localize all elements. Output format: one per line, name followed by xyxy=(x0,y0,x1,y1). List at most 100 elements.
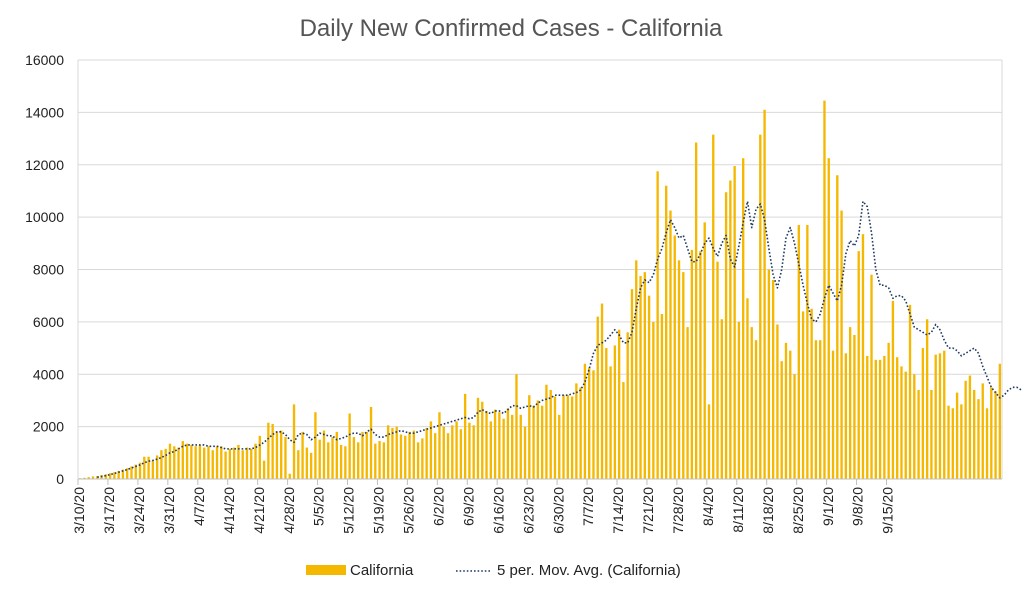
bar-77 xyxy=(408,431,411,479)
bar-185 xyxy=(870,274,873,479)
bar-154 xyxy=(737,321,741,479)
bar-150 xyxy=(720,319,723,479)
bar-12 xyxy=(130,466,133,479)
bar-96 xyxy=(489,421,492,479)
x-tick-label-22: 8/11/20 xyxy=(730,487,746,533)
bar-35 xyxy=(228,448,232,479)
bar-119 xyxy=(588,367,591,479)
bar-21 xyxy=(168,443,172,479)
bar-76 xyxy=(404,435,407,479)
bar-189 xyxy=(887,342,890,479)
bar-18 xyxy=(155,455,159,479)
bar-192 xyxy=(900,366,903,479)
bar-68 xyxy=(369,406,373,479)
bar-180 xyxy=(848,327,852,479)
bar-45 xyxy=(271,424,274,479)
bar-48 xyxy=(284,437,287,479)
bar-81 xyxy=(425,427,428,479)
legend: California 5 per. Mov. Avg. (California) xyxy=(306,562,681,579)
bar-147 xyxy=(707,404,711,479)
y-tick-label-0: 0 xyxy=(56,471,64,487)
bar-9 xyxy=(117,470,120,479)
bar-65 xyxy=(357,442,360,479)
bar-201 xyxy=(938,353,942,479)
bar-115 xyxy=(570,396,574,479)
x-tick-label-18: 7/14/20 xyxy=(610,487,626,534)
bar-161 xyxy=(767,269,771,479)
bar-167 xyxy=(793,374,796,479)
bar-177 xyxy=(836,175,839,479)
bar-106 xyxy=(532,405,535,479)
bar-23 xyxy=(177,447,180,479)
bar-54 xyxy=(309,452,313,479)
x-axis-ticks: 3/10/20 3/17/20 3/24/20 3/31/20 4/7/20 4/14/2… xyxy=(71,479,896,534)
bar-138 xyxy=(669,210,672,479)
bar-51 xyxy=(297,450,300,479)
bar-74 xyxy=(395,426,398,479)
bar-200 xyxy=(934,354,937,479)
y-tick-label-2000: 2000 xyxy=(33,419,64,435)
bar-63 xyxy=(348,413,351,479)
bar-207 xyxy=(964,380,967,479)
bar-125 xyxy=(613,345,617,479)
x-tick-label-17: 7/7/20 xyxy=(580,487,596,526)
bar-183 xyxy=(861,234,865,479)
x-tick-label-5: 4/14/20 xyxy=(221,487,237,534)
bar-73 xyxy=(391,427,394,479)
bar-175 xyxy=(827,158,830,479)
bar-39 xyxy=(245,447,249,479)
bar-197 xyxy=(921,348,925,479)
bar-82 xyxy=(429,421,433,479)
bar-155 xyxy=(742,158,745,479)
bar-215 xyxy=(998,363,1002,479)
bar-136 xyxy=(660,314,664,479)
bar-28 xyxy=(198,444,202,479)
bar-90 xyxy=(463,393,467,479)
y-tick-label-10000: 10000 xyxy=(25,209,64,225)
y-tick-label-12000: 12000 xyxy=(25,157,64,173)
bar-146 xyxy=(703,222,706,480)
bar-42 xyxy=(258,435,261,479)
bar-163 xyxy=(776,324,779,479)
bar-164 xyxy=(780,361,783,479)
bar-22 xyxy=(173,446,176,479)
bar-92 xyxy=(472,425,475,479)
bar-66 xyxy=(361,431,364,479)
bar-43 xyxy=(262,460,266,479)
bar-166 xyxy=(789,350,792,479)
bar-13 xyxy=(134,464,137,479)
bar-98 xyxy=(498,412,501,479)
moving-average-line xyxy=(97,200,1022,478)
bar-49 xyxy=(288,473,291,479)
bar-149 xyxy=(716,261,719,479)
bar-67 xyxy=(365,431,368,479)
bar-124 xyxy=(609,366,612,479)
bar-145 xyxy=(699,251,702,479)
bar-153 xyxy=(733,166,736,479)
bar-88 xyxy=(455,421,458,479)
x-tick-label-0: 3/10/20 xyxy=(71,487,87,534)
bar-179 xyxy=(844,353,848,479)
bar-174 xyxy=(823,100,826,479)
bar-8 xyxy=(113,472,116,479)
y-tick-label-6000: 6000 xyxy=(33,314,64,330)
bar-123 xyxy=(605,348,608,479)
bar-186 xyxy=(874,359,877,479)
bar-130 xyxy=(635,260,638,479)
bar-7 xyxy=(108,473,112,479)
bar-72 xyxy=(386,425,390,479)
x-tick-label-10: 5/19/20 xyxy=(371,487,387,534)
bar-203 xyxy=(947,405,950,479)
bar-104 xyxy=(523,426,527,479)
bar-47 xyxy=(280,430,283,479)
bar-198 xyxy=(925,319,929,479)
bar-4 xyxy=(96,476,99,479)
bar-19 xyxy=(160,450,163,479)
bar-157 xyxy=(750,327,753,479)
bar-27 xyxy=(194,446,197,479)
bar-212 xyxy=(985,408,989,479)
bar-series-california xyxy=(78,100,1002,480)
bar-84 xyxy=(438,412,441,479)
x-tick-label-3: 3/31/20 xyxy=(161,487,177,534)
